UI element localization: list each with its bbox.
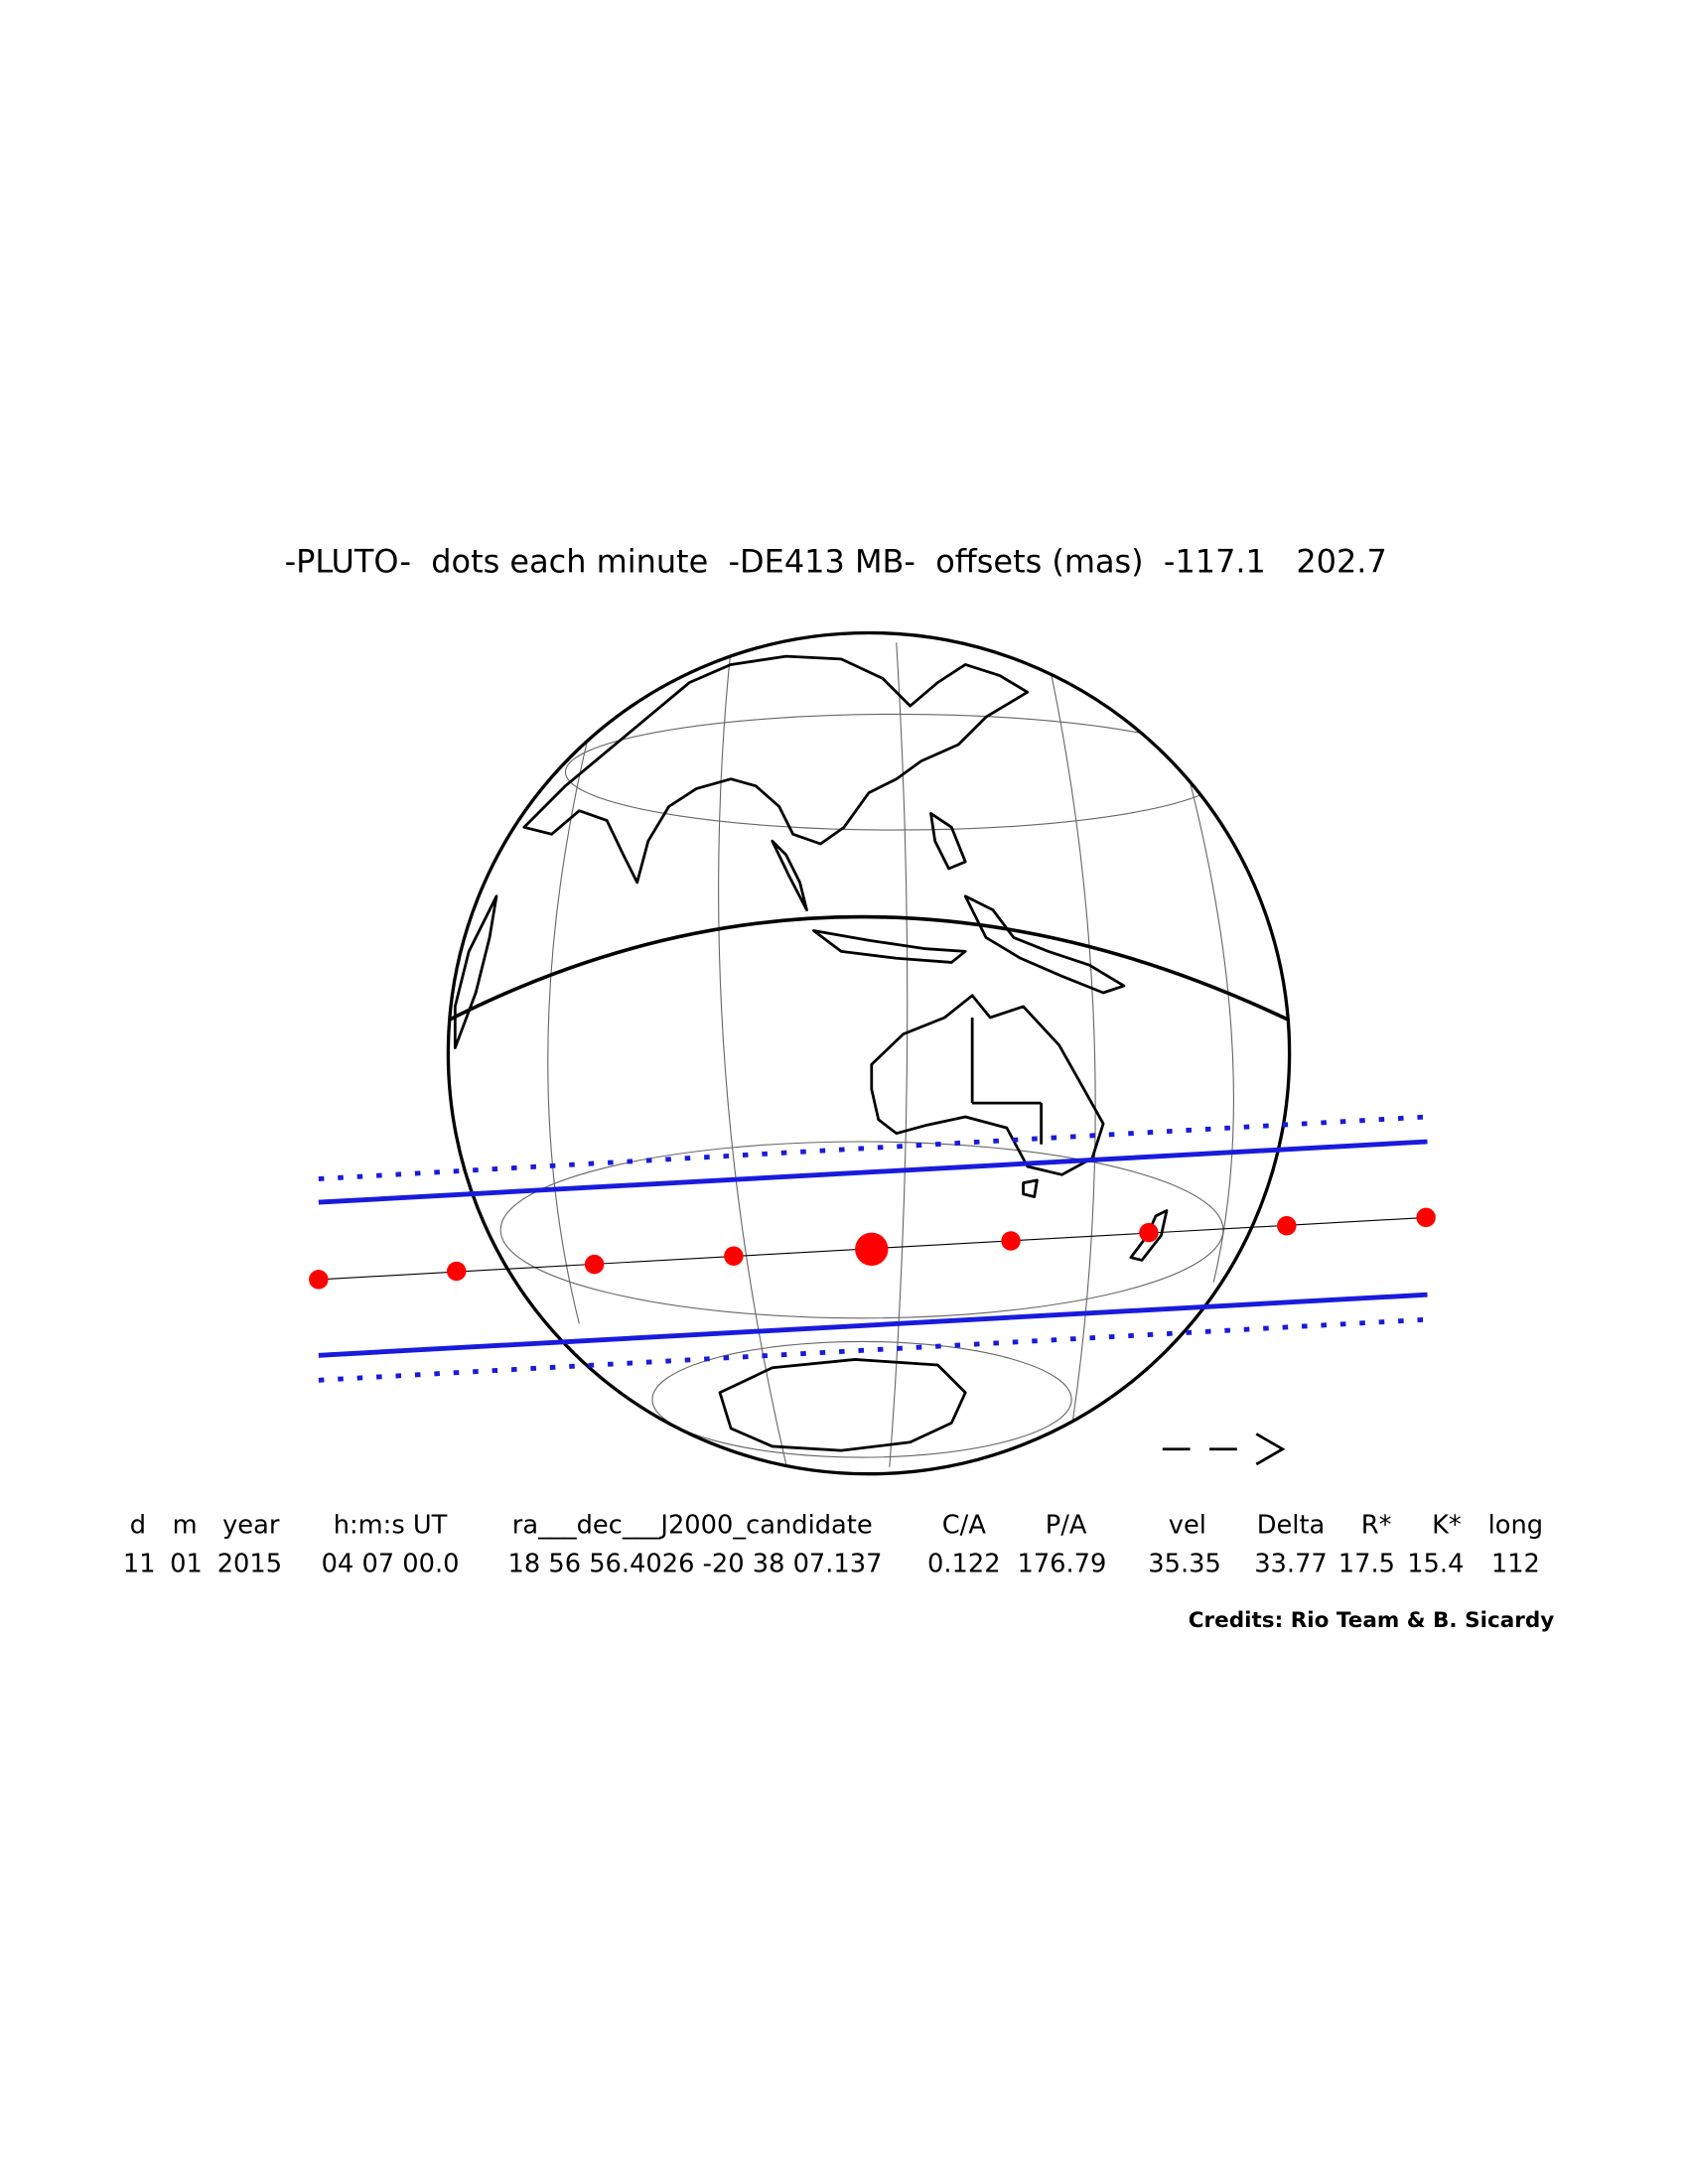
- column-header: P/A: [1046, 1510, 1087, 1540]
- column-header: h:m:s UT: [334, 1510, 448, 1540]
- equator: [448, 914, 1290, 1023]
- map-title: -PLUTO- dots each minute -DE413 MB- offs…: [285, 542, 1387, 580]
- meridian: [1172, 717, 1234, 1283]
- minute-dot: [724, 1246, 744, 1266]
- globe: [446, 630, 1292, 1476]
- minute-dot: [1139, 1222, 1159, 1243]
- column-value: 176.79: [1017, 1549, 1106, 1578]
- column-header: year: [222, 1510, 280, 1540]
- meridian: [547, 717, 594, 1324]
- minute-dot: [447, 1261, 467, 1282]
- column-header: long: [1488, 1510, 1543, 1540]
- column-value: 11: [123, 1549, 156, 1578]
- credits: Credits: Rio Team & B. Sicardy: [1189, 1608, 1555, 1633]
- direction-arrow: [1162, 1433, 1286, 1466]
- meridian: [718, 647, 787, 1465]
- column-value: 18 56 56.4026 -20 38 07.137: [508, 1549, 883, 1578]
- latitude-line: [651, 1340, 1072, 1458]
- minute-dot: [1416, 1207, 1436, 1228]
- shadow-path: [309, 1114, 1436, 1383]
- column-value: 2015: [217, 1549, 282, 1578]
- column-value: 112: [1491, 1549, 1540, 1578]
- event-table: d m year h:m:s UT ra___dec___J2000_candidate…: [123, 1510, 1543, 1578]
- column-header: Delta: [1257, 1510, 1326, 1540]
- column-header: K*: [1432, 1510, 1462, 1540]
- column-value: 01: [170, 1549, 203, 1578]
- shadow-limit: [318, 1292, 1428, 1358]
- continents: [453, 654, 1169, 1452]
- column-header: R*: [1361, 1510, 1392, 1540]
- meridian: [889, 642, 909, 1467]
- minute-dot: [1277, 1216, 1297, 1236]
- column-header: vel: [1169, 1510, 1206, 1540]
- latitude-line: [499, 1141, 1224, 1319]
- shadow-limit-dotted: [318, 1316, 1428, 1383]
- column-header: C/A: [942, 1510, 987, 1540]
- column-value: 35.35: [1148, 1549, 1221, 1578]
- minute-dot: [584, 1254, 605, 1275]
- closest-approach-dot: [855, 1232, 889, 1266]
- shadow-limit: [318, 1139, 1428, 1205]
- column-value: 04 07 00.0: [322, 1549, 460, 1578]
- column-value: 15.4: [1407, 1549, 1464, 1578]
- column-value: 33.77: [1254, 1549, 1328, 1578]
- globe-limb: [446, 630, 1292, 1476]
- column-header: m: [173, 1510, 198, 1540]
- minute-dot: [1001, 1231, 1021, 1251]
- column-header: ra___dec___J2000_candidate: [512, 1510, 873, 1540]
- column-value: 17.5: [1338, 1549, 1395, 1578]
- meridian: [1048, 658, 1096, 1448]
- minute-dots: [309, 1207, 1436, 1290]
- graticule: [448, 642, 1290, 1467]
- column-header: d: [130, 1510, 146, 1540]
- minute-dot: [309, 1270, 329, 1290]
- column-value: 0.122: [927, 1549, 1001, 1578]
